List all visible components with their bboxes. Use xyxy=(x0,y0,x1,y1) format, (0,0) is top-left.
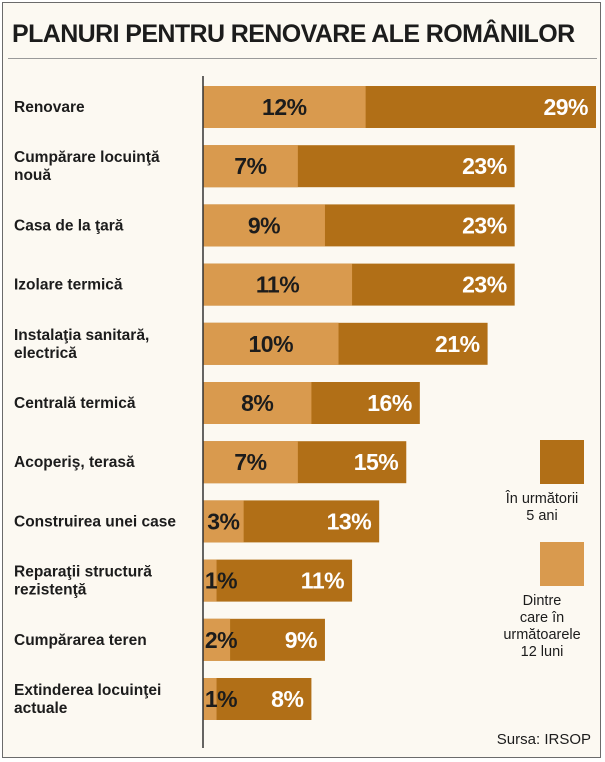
category-label-10: Extinderea locuinţei actuale xyxy=(14,682,161,717)
value-label-subset-7: 3% xyxy=(207,508,239,534)
value-label-subset-8: 1% xyxy=(205,568,237,594)
value-label-total-7: 13% xyxy=(327,508,372,534)
legend-swatch-0 xyxy=(540,440,584,484)
value-label-total-2: 23% xyxy=(462,212,507,238)
value-label-total-10: 8% xyxy=(271,686,303,712)
value-label-subset-4: 10% xyxy=(248,331,293,357)
legend-swatch-1 xyxy=(540,542,584,586)
category-label-6: Acoperiş, terasă xyxy=(14,454,135,471)
bar-subset-1 xyxy=(203,145,298,188)
value-label-subset-9: 2% xyxy=(205,627,237,653)
bar-subset-2 xyxy=(203,204,325,247)
value-label-total-3: 23% xyxy=(462,272,507,298)
bar-subset-4 xyxy=(203,322,339,365)
bar-subset-0 xyxy=(203,86,366,128)
legend-label-0: În următorii 5 ani xyxy=(505,490,579,524)
value-label-subset-5: 8% xyxy=(241,390,273,416)
value-label-subset-1: 7% xyxy=(234,153,266,179)
category-label-7: Construirea unei case xyxy=(14,513,176,530)
category-label-2: Casa de la ţară xyxy=(14,217,124,234)
value-label-total-8: 11% xyxy=(301,568,344,594)
value-label-subset-3: 11% xyxy=(256,272,299,298)
bar-subset-10 xyxy=(203,678,217,720)
category-label-4: Instalaţia sanitară, electrică xyxy=(14,327,149,362)
value-label-total-0: 29% xyxy=(543,94,588,120)
legend-label-1: Dintre care în următoarele 12 luni xyxy=(503,593,580,660)
bar-subset-8 xyxy=(203,559,217,602)
value-label-total-9: 9% xyxy=(285,627,317,653)
legend: În următorii 5 ani Dintre care în următoarel… xyxy=(503,440,584,660)
bar-subset-5 xyxy=(203,382,312,424)
bar-subset-6 xyxy=(203,441,298,484)
value-label-subset-10: 1% xyxy=(205,686,237,712)
title-divider xyxy=(8,58,597,59)
bar-subset-7 xyxy=(203,500,244,543)
bar-subset-3 xyxy=(203,263,353,306)
value-label-total-1: 23% xyxy=(462,153,507,179)
bars-group: 12% 29% 7% 23% 9% 23% 11% 23% 10% 21% 8% 16% 7% 15% 3%… xyxy=(203,86,596,720)
category-label-1: Cumpărare locuinţă nouă xyxy=(14,149,160,184)
chart-title: PLANURI PENTRU RENOVARE ALE ROMÂNILOR xyxy=(12,20,575,48)
category-label-9: Cumpărarea teren xyxy=(14,632,147,649)
value-label-total-5: 16% xyxy=(367,390,412,416)
value-label-total-4: 21% xyxy=(435,331,480,357)
source-note: Sursa: IRSOP xyxy=(496,731,591,748)
bar-total-8 xyxy=(203,559,353,602)
category-label-5: Centrală termică xyxy=(14,395,136,412)
value-label-total-6: 15% xyxy=(354,449,399,475)
value-label-subset-0: 12% xyxy=(262,94,307,120)
value-label-subset-2: 9% xyxy=(248,212,280,238)
value-label-subset-6: 7% xyxy=(234,449,266,475)
category-labels-group: Renovare Cumpărare locuinţă nouă Casa de la… xyxy=(14,99,176,717)
category-label-3: Izolare termică xyxy=(14,277,123,294)
bar-subset-9 xyxy=(203,618,231,661)
category-label-0: Renovare xyxy=(14,99,85,116)
bar-total-10 xyxy=(203,678,312,720)
category-label-8: Reparaţii structură rezistenţă xyxy=(14,564,152,599)
